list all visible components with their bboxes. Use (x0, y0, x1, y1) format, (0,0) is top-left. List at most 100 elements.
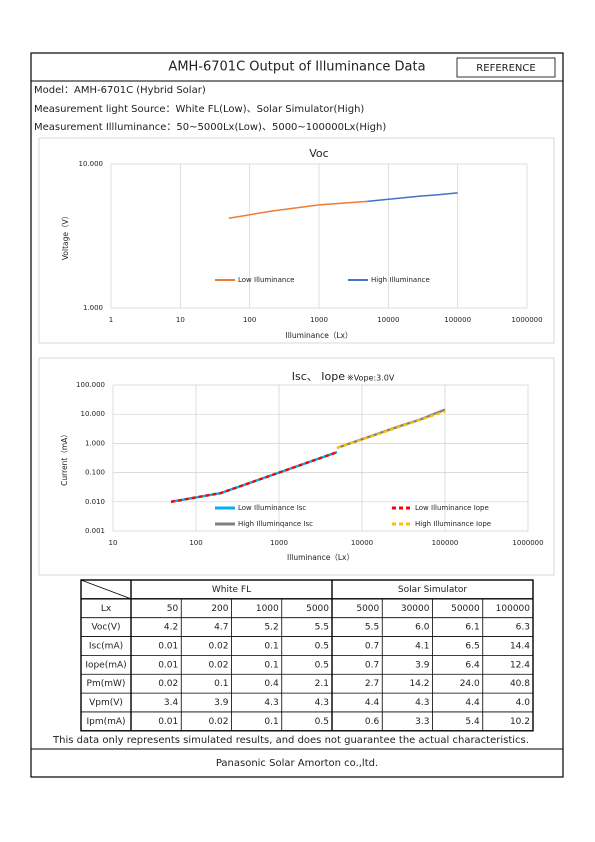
row-label: Vpm(V) (89, 698, 123, 708)
legend-label: Low Illuminance (238, 276, 294, 284)
doc-title: AMH-6701C Output of Illuminance Data (168, 60, 425, 75)
note: This data only represents simulated resu… (52, 735, 529, 746)
x-tick-label: 10 (176, 316, 185, 324)
table-cell: 0.5 (315, 660, 329, 670)
table-cell: 5.2 (264, 623, 278, 633)
table-cell: 0.1 (214, 679, 228, 689)
y-tick-label: 1.000 (83, 304, 103, 312)
x-tick-label: 1000000 (512, 539, 543, 547)
info-line: Measurement light Source：White FL(Low)、S… (34, 104, 364, 115)
table-cell: 5.4 (465, 717, 480, 727)
table-cell: 50000 (451, 604, 480, 614)
footer: Panasonic Solar Amorton co.,ltd. (216, 758, 378, 769)
row-label: Lx (101, 604, 112, 614)
table-cell: 4.4 (465, 698, 480, 708)
table-cell: 14.4 (510, 641, 530, 651)
table-cell: 6.1 (465, 623, 479, 633)
series-line (170, 451, 338, 503)
table-cell: 3.3 (415, 717, 429, 727)
y-tick-label: 0.100 (85, 469, 105, 477)
table-cell: 4.2 (164, 623, 178, 633)
table-cell: 6.0 (415, 623, 430, 633)
table-group-header: White FL (212, 585, 251, 595)
y-tick-label: 10.000 (81, 410, 106, 418)
table-cell: 4.3 (415, 698, 429, 708)
table-cell: 30000 (401, 604, 430, 614)
table-cell: 6.4 (465, 660, 480, 670)
table-cell: 0.1 (264, 660, 278, 670)
info-line: Model：AMH-6701C (Hybrid Solar) (34, 85, 206, 96)
table-cell: 0.02 (158, 679, 178, 689)
series-line (367, 192, 458, 203)
chart-title: Voc (309, 147, 328, 160)
table-cell: 0.01 (158, 641, 178, 651)
table-cell: 5.5 (365, 623, 379, 633)
table-cell: 0.02 (208, 717, 228, 727)
table-cell: 0.4 (264, 679, 279, 689)
table-cell: 200 (211, 604, 228, 614)
x-tick-label: 100000 (444, 316, 471, 324)
chart-frame (38, 137, 555, 344)
table-cell: 0.7 (365, 641, 379, 651)
outer-border (30, 52, 564, 778)
x-tick-label: 1000 (270, 539, 288, 547)
table-cell: 5.5 (315, 623, 329, 633)
chart-subtitle: ※Vope:3.0V (347, 374, 395, 383)
table-cell: 4.7 (214, 623, 228, 633)
corner-diagonal (80, 579, 132, 600)
table-cell: 0.02 (208, 660, 228, 670)
legend-label: Low Illuminance Isc (238, 504, 306, 512)
table-cell: 4.4 (365, 698, 380, 708)
row-label: Pm(mW) (87, 679, 126, 689)
series-line (228, 200, 368, 219)
table-cell: 2.7 (365, 679, 379, 689)
table-cell: 6.3 (516, 623, 530, 633)
y-tick-label: 100.000 (76, 381, 105, 389)
table-cell: 0.7 (365, 660, 379, 670)
x-tick-label: 1000000 (511, 316, 542, 324)
y-tick-label: 0.010 (85, 498, 105, 506)
table-cell: 0.1 (264, 641, 278, 651)
info-line: Measurement Illluminance：50~5000Lx(Low)、… (34, 122, 386, 133)
x-tick-label: 10000 (351, 539, 373, 547)
table-cell: 4.1 (415, 641, 429, 651)
row-label: Ipm(mA) (86, 717, 125, 727)
table-cell: 0.1 (264, 717, 278, 727)
table-cell: 6.5 (465, 641, 479, 651)
badge: REFERENCE (476, 63, 535, 74)
table-group-header: Solar Simulator (398, 585, 468, 595)
chart-title: Isc、 Iope (292, 370, 345, 383)
table-cell: 50 (167, 604, 179, 614)
table-cell: 40.8 (510, 679, 530, 689)
y-axis-label: Current（mA） (60, 430, 69, 486)
table-cell: 0.01 (158, 717, 178, 727)
legend-label: High Illuminance (371, 276, 430, 284)
table-cell: 24.0 (460, 679, 480, 689)
x-tick-label: 10 (109, 539, 118, 547)
row-label: Isc(mA) (89, 641, 123, 651)
table-cell: 4.0 (516, 698, 531, 708)
legend-label: High Illuminance Iope (415, 520, 491, 528)
row-label: Voc(V) (91, 623, 120, 633)
table-cell: 4.3 (315, 698, 329, 708)
legend-label: High Illuminqance Isc (238, 520, 313, 528)
x-tick-label: 1 (109, 316, 113, 324)
x-tick-label: 100 (243, 316, 256, 324)
table-cell: 0.5 (315, 717, 329, 727)
x-axis-label: Illuminance（Lx） (287, 553, 354, 562)
table-cell: 0.02 (208, 641, 228, 651)
table-cell: 4.3 (264, 698, 278, 708)
table-cell: 10.2 (510, 717, 530, 727)
table-cell: 1000 (256, 604, 279, 614)
y-tick-label: 10.000 (79, 160, 104, 168)
x-axis-label: Illuminance（Lx） (286, 331, 353, 340)
y-tick-label: 0.001 (85, 527, 105, 535)
table-cell: 3.9 (214, 698, 229, 708)
table-cell: 2.1 (315, 679, 329, 689)
x-tick-label: 100000 (432, 539, 459, 547)
table-cell: 14.2 (409, 679, 429, 689)
x-tick-label: 10000 (377, 316, 399, 324)
table-cell: 0.6 (365, 717, 380, 727)
